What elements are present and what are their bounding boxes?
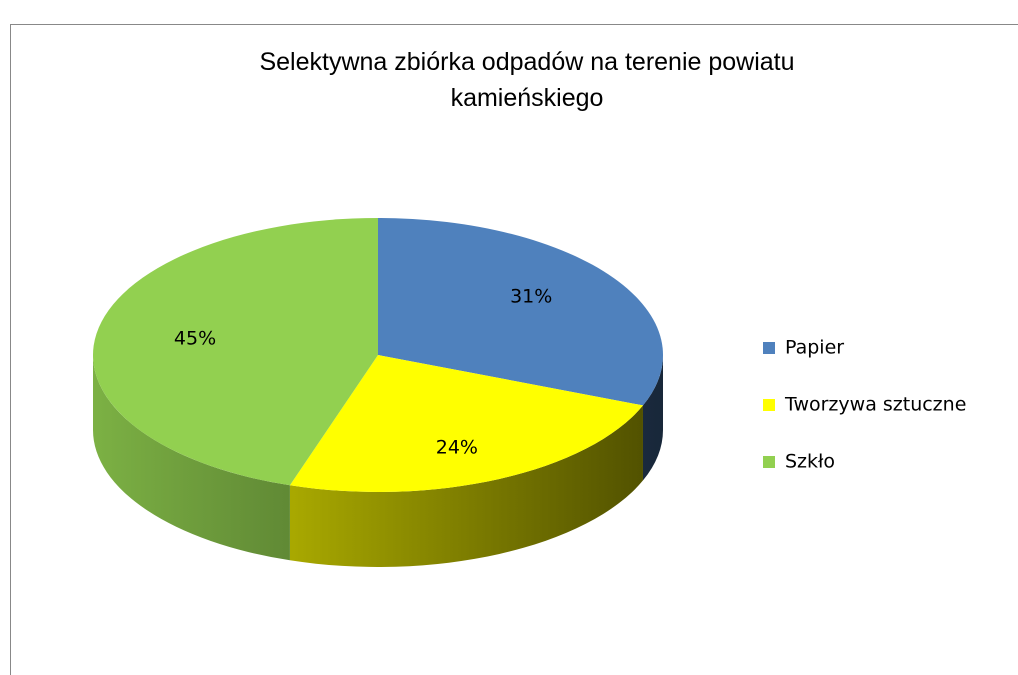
pie-side — [289, 405, 643, 567]
legend-label: Papier — [785, 337, 844, 359]
pie-side — [642, 355, 663, 481]
legend-swatch — [763, 342, 775, 354]
pie-slice — [289, 355, 643, 492]
pie-slice — [378, 218, 663, 406]
data-label: 31% — [510, 286, 552, 308]
data-label: 24% — [436, 436, 478, 458]
legend-swatch — [763, 456, 775, 468]
pie-slice — [93, 218, 379, 486]
legend-label: Szkło — [785, 451, 835, 473]
legend-swatch — [763, 399, 775, 411]
data-label: 45% — [174, 327, 216, 349]
chart-title: Selektywna zbiórka odpadów na terenie po… — [259, 48, 795, 112]
legend-label: Tworzywa sztuczne — [784, 394, 966, 416]
pie-side — [93, 355, 290, 561]
